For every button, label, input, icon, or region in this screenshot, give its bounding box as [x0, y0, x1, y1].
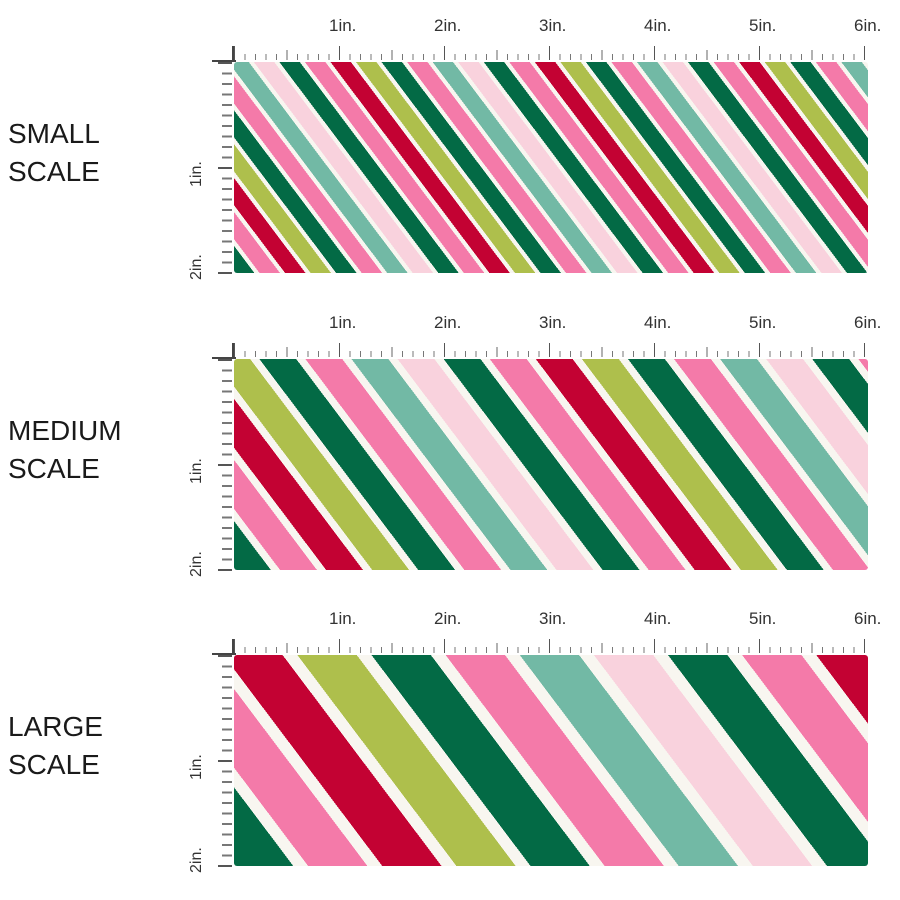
left-ruler	[218, 359, 232, 571]
ruler-label: 5in.	[749, 609, 777, 628]
top-ruler	[212, 343, 870, 359]
scale-label-line1: SMALL	[8, 118, 100, 149]
ruler-label: 1in.	[329, 609, 357, 628]
ruler-label: 2in.	[434, 16, 462, 35]
scale-label-line2: SCALE	[8, 749, 100, 780]
ruler-label: 4in.	[644, 609, 672, 628]
ruler-label: 2in.	[188, 551, 205, 577]
ruler-label: 6in.	[854, 313, 882, 332]
scale-label-line1: MEDIUM	[8, 415, 122, 446]
ruler-label: 5in.	[749, 313, 777, 332]
ruler-label: 5in.	[749, 16, 777, 35]
top-ruler	[212, 46, 870, 62]
ruler-label: 1in.	[188, 754, 205, 780]
ruler-label: 3in.	[539, 16, 567, 35]
ruler-label: 4in.	[644, 313, 672, 332]
scale-label: MEDIUM SCALE	[8, 412, 122, 488]
ruler-label: 6in.	[854, 609, 882, 628]
ruler-label: 1in.	[188, 161, 205, 187]
left-ruler	[218, 655, 232, 867]
scale-label-line1: LARGE	[8, 711, 103, 742]
scale-label: LARGE SCALE	[8, 708, 103, 784]
ruler-label: 1in.	[329, 313, 357, 332]
scale-label-line2: SCALE	[8, 453, 100, 484]
ruler-label: 6in.	[854, 16, 882, 35]
ruler-label: 2in.	[188, 254, 205, 280]
ruler-label: 2in.	[434, 313, 462, 332]
ruler-label: 3in.	[539, 313, 567, 332]
ruler-label: 4in.	[644, 16, 672, 35]
ruler-label: 1in.	[329, 16, 357, 35]
ruler-label: 1in.	[188, 458, 205, 484]
fabric-swatch	[234, 62, 868, 273]
ruler-label: 2in.	[188, 847, 205, 873]
scale-label: SMALL SCALE	[8, 115, 100, 191]
top-ruler	[212, 639, 870, 655]
ruler-label: 3in.	[539, 609, 567, 628]
left-ruler	[218, 62, 232, 274]
scale-label-line2: SCALE	[8, 156, 100, 187]
ruler-label: 2in.	[434, 609, 462, 628]
fabric-swatch	[234, 655, 868, 866]
fabric-swatch	[234, 359, 868, 570]
